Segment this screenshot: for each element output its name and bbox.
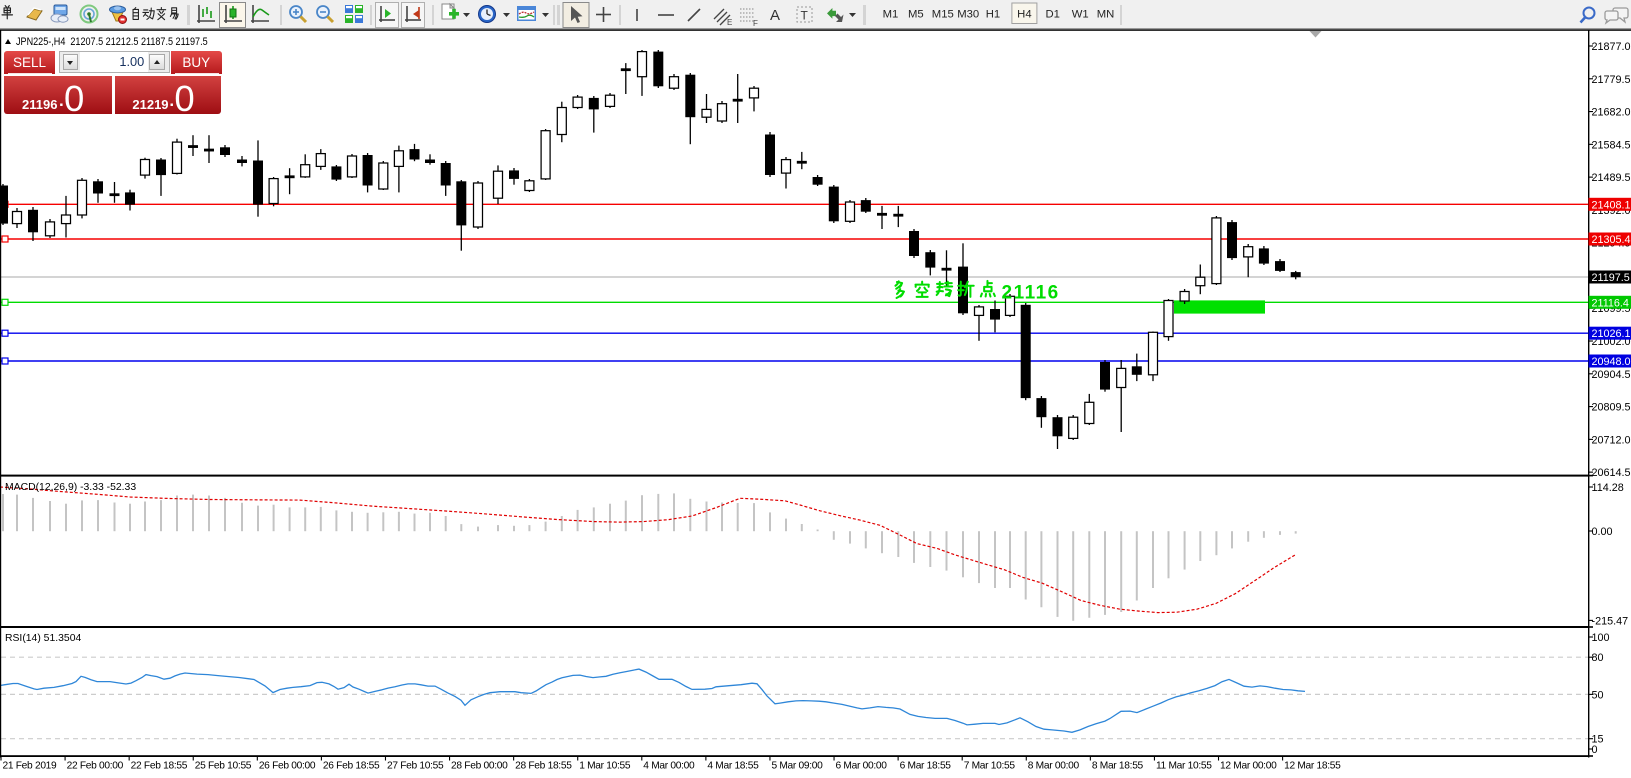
svg-text:12 Mar 18:55: 12 Mar 18:55 [1284,761,1341,772]
svg-text:22 Feb 00:00: 22 Feb 00:00 [67,761,124,772]
svg-text:28 Feb 18:55: 28 Feb 18:55 [515,761,572,772]
svg-text:H1: H1 [986,9,1000,21]
svg-text:6 Mar 18:55: 6 Mar 18:55 [900,761,952,772]
svg-text:W1: W1 [1072,9,1089,21]
svg-text:80: 80 [1592,652,1604,664]
svg-text:50: 50 [1592,689,1604,701]
svg-text:20712.0: 20712.0 [1592,434,1631,446]
svg-text:8 Mar 00:00: 8 Mar 00:00 [1028,761,1080,772]
svg-text:21116.4: 21116.4 [1592,297,1629,309]
svg-text:D1: D1 [1045,9,1059,21]
svg-text:20948.0: 20948.0 [1592,356,1631,368]
svg-text:20904.5: 20904.5 [1592,369,1631,381]
svg-text:20614.5: 20614.5 [1592,467,1631,479]
svg-text:M5: M5 [908,9,924,21]
svg-text:0: 0 [1592,744,1598,756]
svg-text:21026.1: 21026.1 [1592,328,1631,340]
svg-text:21779.5: 21779.5 [1592,74,1631,86]
svg-text:21197.5: 21197.5 [1592,272,1630,284]
svg-text:0.00: 0.00 [1592,526,1613,538]
svg-text:21 Feb 2019: 21 Feb 2019 [3,761,58,772]
svg-text:27 Feb 10:55: 27 Feb 10:55 [387,761,444,772]
svg-text:21489.5: 21489.5 [1592,172,1631,184]
svg-text:22 Feb 18:55: 22 Feb 18:55 [131,761,188,772]
svg-text:E: E [727,18,732,27]
svg-text:26 Feb 18:55: 26 Feb 18:55 [323,761,380,772]
svg-text:F: F [753,19,758,28]
svg-text:MACD(12,26,9) -3.33 -52.33: MACD(12,26,9) -3.33 -52.33 [5,482,136,493]
svg-text:A: A [770,7,780,24]
svg-text:H4: H4 [1017,9,1031,21]
svg-text:M15: M15 [932,9,954,21]
svg-text:28 Feb 00:00: 28 Feb 00:00 [451,761,508,772]
svg-text:12 Mar 00:00: 12 Mar 00:00 [1220,761,1277,772]
svg-text:T: T [801,9,809,23]
svg-text:M30: M30 [957,9,979,21]
svg-text:21305.4: 21305.4 [1592,234,1631,246]
svg-text:21584.5: 21584.5 [1592,139,1631,151]
svg-text:100: 100 [1592,632,1610,644]
svg-text:114.28: 114.28 [1592,482,1624,494]
svg-text:8 Mar 18:55: 8 Mar 18:55 [1092,761,1144,772]
svg-text:4 Mar 18:55: 4 Mar 18:55 [707,761,759,772]
svg-text:21116: 21116 [1002,282,1060,303]
svg-text:21408.1: 21408.1 [1592,199,1631,211]
svg-text:RSI(14) 51.3504: RSI(14) 51.3504 [5,633,81,644]
svg-text:25 Feb 10:55: 25 Feb 10:55 [195,761,252,772]
svg-text:21682.0: 21682.0 [1592,107,1631,119]
svg-text:7 Mar 10:55: 7 Mar 10:55 [964,761,1016,772]
svg-text:M1: M1 [883,9,899,21]
svg-text:4 Mar 00:00: 4 Mar 00:00 [643,761,695,772]
svg-text:21877.0: 21877.0 [1592,41,1631,53]
svg-text:1 Mar 10:55: 1 Mar 10:55 [579,761,631,772]
svg-text:15: 15 [1592,734,1604,746]
svg-text:6 Mar 00:00: 6 Mar 00:00 [836,761,888,772]
svg-text:-215.47: -215.47 [1592,615,1629,627]
svg-text:20809.5: 20809.5 [1592,402,1631,414]
svg-text:26 Feb 00:00: 26 Feb 00:00 [259,761,316,772]
svg-text:5 Mar 09:00: 5 Mar 09:00 [771,761,823,772]
svg-text:11 Mar 10:55: 11 Mar 10:55 [1156,761,1212,772]
svg-text:MN: MN [1097,9,1115,21]
